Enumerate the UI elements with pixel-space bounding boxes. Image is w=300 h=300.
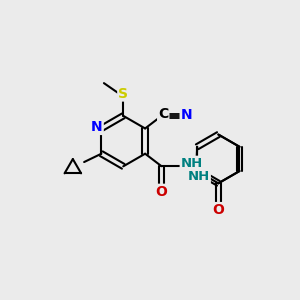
Text: NH: NH bbox=[181, 157, 203, 170]
Text: O: O bbox=[155, 185, 167, 199]
Text: N: N bbox=[91, 120, 103, 134]
Text: O: O bbox=[212, 203, 224, 217]
Text: N: N bbox=[181, 108, 192, 122]
Text: S: S bbox=[118, 86, 128, 100]
Text: C: C bbox=[158, 107, 168, 121]
Text: NH: NH bbox=[188, 170, 210, 183]
